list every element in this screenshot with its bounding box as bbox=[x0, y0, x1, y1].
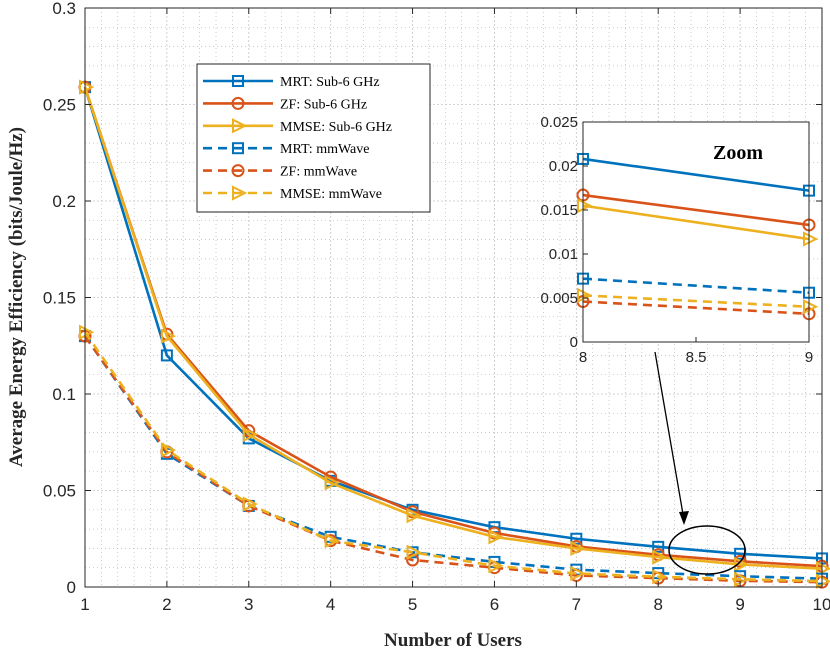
x-tick-label: 5 bbox=[408, 595, 417, 614]
inset-x-tick-label: 8.5 bbox=[686, 349, 707, 366]
legend: MRT: Sub-6 GHz ZF: Sub-6 GHz MMSE: Sub-6 G… bbox=[203, 75, 392, 202]
series-line bbox=[83, 335, 823, 584]
y-tick-label: 0.15 bbox=[43, 289, 76, 308]
inset-series-3 bbox=[577, 197, 819, 247]
data-point bbox=[79, 324, 95, 340]
data-point bbox=[242, 426, 259, 443]
inset-y-tick-label: 0 bbox=[570, 334, 578, 351]
y-tick-label: 0.3 bbox=[52, 0, 76, 18]
data-point bbox=[488, 558, 504, 574]
series-3 bbox=[79, 79, 830, 577]
y-tick-label: 0.2 bbox=[52, 192, 76, 211]
legend-entry-2: ZF: Sub-6 GHz bbox=[203, 96, 367, 112]
inset-series-group bbox=[576, 152, 819, 321]
x-tick-label: 8 bbox=[653, 595, 662, 614]
y-tick-label: 0 bbox=[67, 578, 76, 597]
inset-x-tick-label: 9 bbox=[805, 349, 813, 366]
legend-entry-6: MMSE: mmWave bbox=[203, 185, 382, 202]
legend-marker bbox=[232, 118, 248, 134]
x-tick-label: 2 bbox=[162, 595, 171, 614]
inset-y-tick-label: 0.015 bbox=[540, 202, 578, 219]
x-tick-label: 1 bbox=[80, 595, 89, 614]
inset-y-tick-label: 0.02 bbox=[549, 158, 578, 175]
x-tick-label: 3 bbox=[244, 595, 253, 614]
data-point bbox=[160, 349, 173, 362]
data-point bbox=[324, 475, 340, 491]
y-tick-label: 0.25 bbox=[43, 96, 76, 115]
data-point bbox=[816, 573, 830, 589]
legend-label: MRT: Sub-6 GHz bbox=[280, 75, 380, 90]
inset-y-tick-label: 0.025 bbox=[540, 114, 578, 131]
data-point bbox=[242, 496, 259, 512]
inset-data-point bbox=[803, 299, 819, 315]
main-series-group bbox=[78, 79, 830, 589]
legend-label: ZF: Sub-6 GHz bbox=[280, 97, 367, 112]
data-point bbox=[570, 565, 586, 582]
series-line bbox=[83, 331, 823, 583]
legend-entry-3: MMSE: Sub-6 GHz bbox=[203, 118, 392, 135]
zoom-arrow-line bbox=[654, 351, 685, 521]
inset-y-tick-label: 0.005 bbox=[540, 290, 578, 307]
data-point bbox=[324, 533, 340, 549]
data-point bbox=[652, 569, 668, 585]
legend-marker bbox=[232, 185, 248, 201]
inset-series-line bbox=[582, 157, 810, 192]
legend-label: MMSE: mmWave bbox=[280, 187, 382, 202]
series-line bbox=[83, 86, 823, 560]
x-tick-label: 6 bbox=[490, 595, 499, 614]
data-point bbox=[570, 540, 586, 557]
data-point bbox=[160, 328, 177, 344]
axes: 1 2 3 4 5 6 7 8 9 10 0 0.05 0.1 0.15 0.2 0.25 0.3 bbox=[43, 0, 830, 614]
inset-series-line bbox=[582, 204, 810, 241]
y-tick-label: 0.05 bbox=[43, 482, 76, 501]
data-point bbox=[816, 561, 830, 577]
data-point bbox=[406, 544, 422, 560]
data-point bbox=[652, 540, 665, 553]
x-tick-label: 7 bbox=[572, 595, 581, 614]
inset-series-line bbox=[582, 300, 810, 316]
legend-entry-4: MRT: mmWave bbox=[203, 142, 370, 157]
series-6 bbox=[79, 324, 830, 589]
legend-entry-5: ZF: mmWave bbox=[203, 164, 357, 180]
x-axis-title: Number of Users bbox=[384, 630, 522, 651]
x-tick-label: 9 bbox=[735, 595, 744, 614]
y-tick-label: 0.1 bbox=[52, 385, 76, 404]
legend-label: ZF: mmWave bbox=[280, 165, 357, 180]
zoom-arrow-head bbox=[679, 511, 689, 525]
legend-marker bbox=[232, 75, 244, 87]
data-point bbox=[406, 507, 422, 524]
series-line bbox=[83, 86, 823, 568]
inset-data-point bbox=[577, 197, 593, 214]
data-point bbox=[160, 442, 177, 458]
data-point bbox=[570, 532, 583, 545]
inset-y-tick-label: 0.01 bbox=[549, 246, 578, 263]
inset-axes: 8 8.5 9 0 0.005 0.01 0.015 0.02 0.025 bbox=[540, 114, 813, 366]
legend-marker bbox=[232, 142, 244, 155]
legend-marker bbox=[231, 164, 245, 178]
y-axis-title: Average Energy Efficiency (bits/Joule/Hz… bbox=[6, 127, 27, 467]
data-point bbox=[652, 549, 668, 565]
inset-series-line bbox=[582, 277, 810, 295]
x-tick-label: 10 bbox=[813, 595, 830, 614]
x-tick-label: 4 bbox=[326, 595, 335, 614]
series-line bbox=[83, 335, 823, 581]
data-point bbox=[488, 529, 504, 545]
inset-plot-area bbox=[583, 122, 809, 342]
inset-data-point bbox=[803, 231, 819, 247]
inset-zoom-label: Zoom bbox=[713, 142, 763, 164]
data-point bbox=[406, 553, 420, 567]
data-point bbox=[734, 571, 750, 587]
legend-marker bbox=[231, 96, 245, 110]
legend-entry-1: MRT: Sub-6 GHz bbox=[203, 75, 380, 90]
legend-label: MMSE: Sub-6 GHz bbox=[280, 120, 392, 135]
legend-label: MRT: mmWave bbox=[280, 142, 370, 157]
zoom-ellipse bbox=[668, 525, 746, 575]
series-line bbox=[83, 86, 823, 570]
inset-x-tick-label: 8 bbox=[579, 349, 587, 366]
inset-series-line bbox=[582, 294, 810, 309]
data-point bbox=[79, 79, 95, 95]
inset-series-line bbox=[582, 193, 810, 227]
